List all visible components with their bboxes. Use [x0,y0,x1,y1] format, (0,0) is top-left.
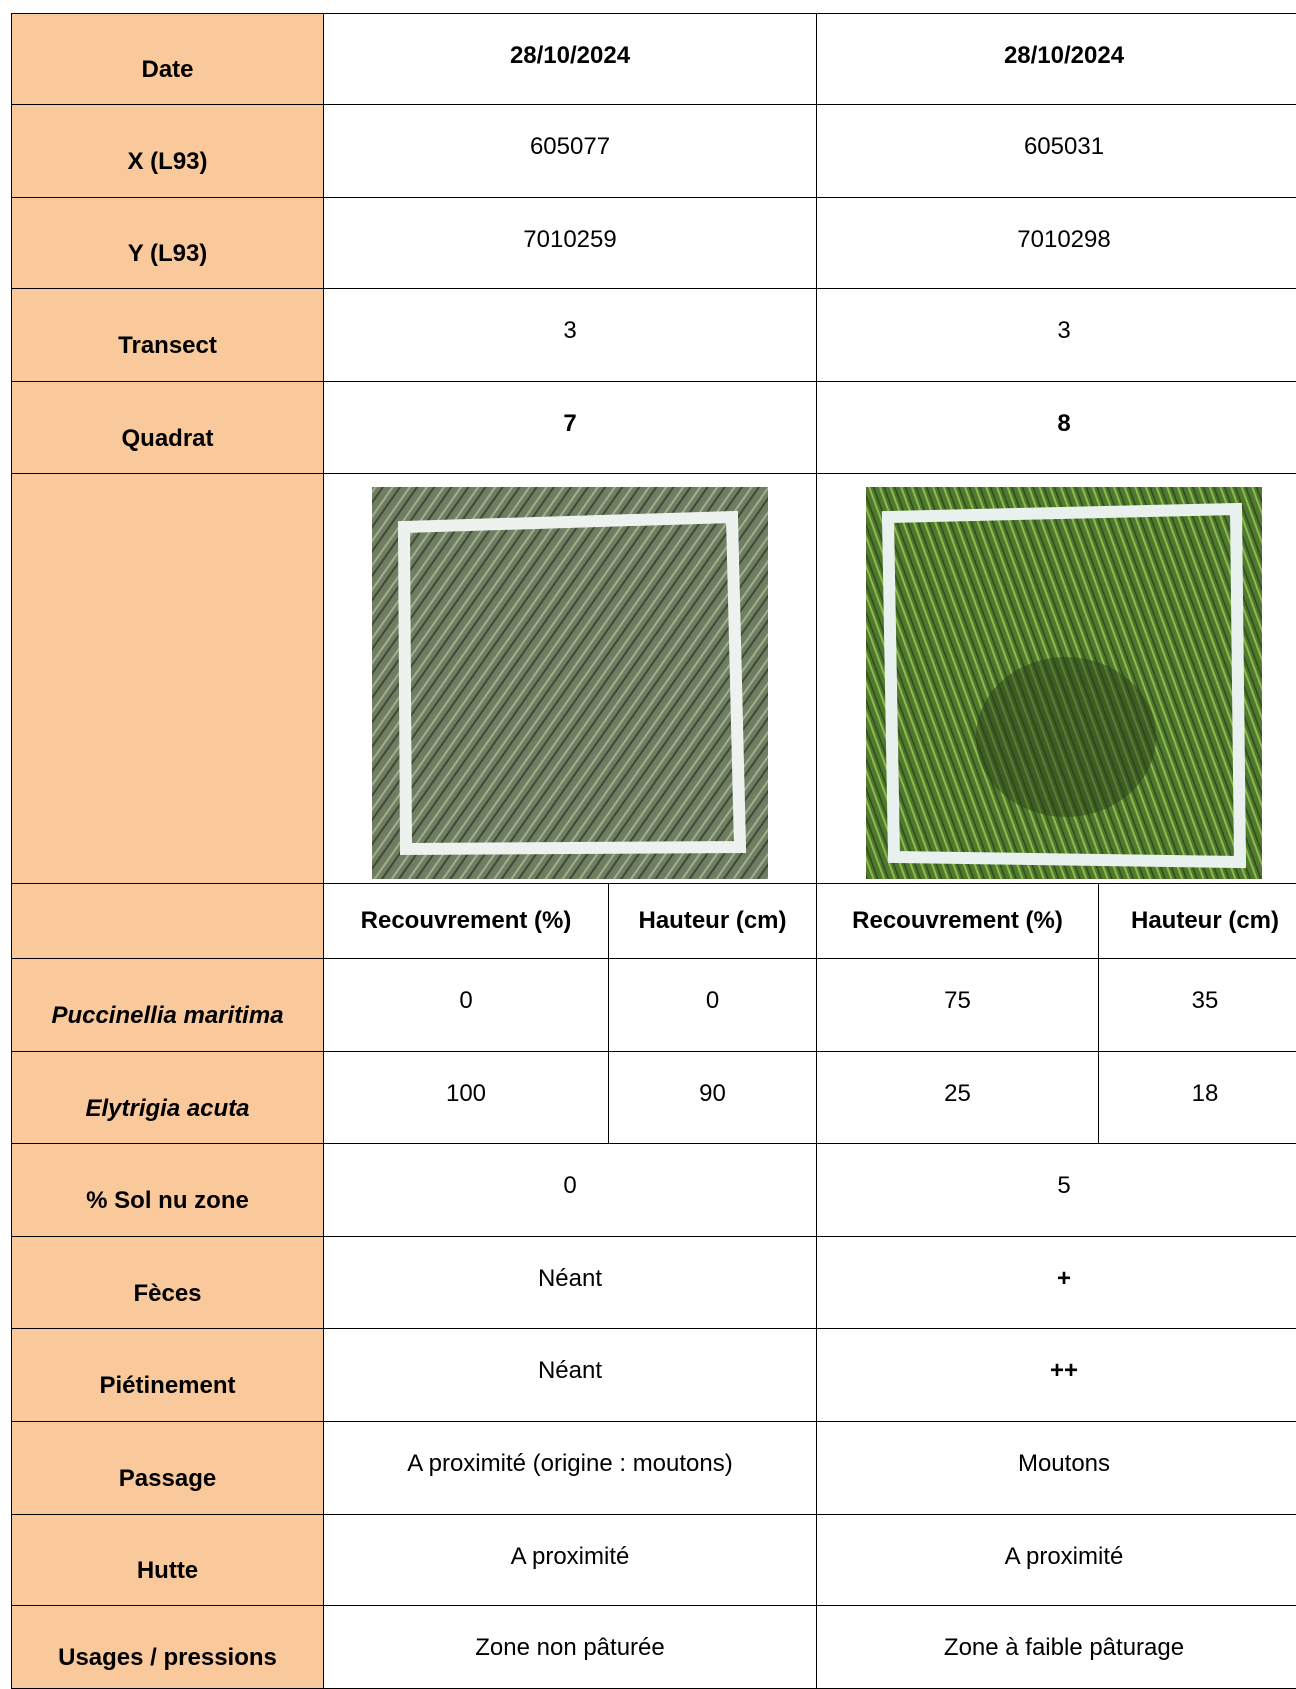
cell-value: 28/10/2024 [324,14,817,105]
cell-value: A proximité [817,1515,1296,1606]
row-label: Fèces [12,1237,324,1329]
row-label: Y (L93) [12,198,324,289]
cell-value: 0 [609,959,817,1052]
row-label: Hutte [12,1515,324,1606]
cell-value: Zone à faible pâturage [817,1606,1296,1689]
row-label: % Sol nu zone [12,1144,324,1237]
cell-value: 7 [324,382,817,474]
row-label: Usages / pressions [12,1606,324,1689]
cell-value: 605077 [324,105,817,198]
column-header: Recouvrement (%) [324,884,609,959]
row-label: Quadrat [12,382,324,474]
cell-value: 35 [1099,959,1296,1052]
cell-value: 3 [324,289,817,382]
cell-value: 8 [817,382,1296,474]
quadrat-photo [866,487,1262,879]
cell-value: 75 [817,959,1099,1052]
cell-value: Néant [324,1237,817,1329]
row-label: Passage [12,1422,324,1515]
column-header: Hauteur (cm) [609,884,817,959]
empty-label [12,474,324,884]
species-rows: Recouvrement (%)Hauteur (cm)Recouvrement… [12,884,1296,1144]
column-header: Hauteur (cm) [1099,884,1296,959]
cell-value: 5 [817,1144,1296,1237]
cell-value: 25 [817,1052,1099,1144]
photo-row [12,474,1296,884]
cell-value: A proximité [324,1515,817,1606]
row-label: Piétinement [12,1329,324,1422]
cell-value: 7010298 [817,198,1296,289]
cell-value: Néant [324,1329,817,1422]
cell-value: 0 [324,959,609,1052]
cell-value: A proximité (origine : moutons) [324,1422,817,1515]
cell-value: 605031 [817,105,1296,198]
cell-value: Moutons [817,1422,1296,1515]
species-name: Elytrigia acuta [12,1052,324,1144]
cell-value: 100 [324,1052,609,1144]
cell-value: 28/10/2024 [817,14,1296,105]
cell-value: ++ [817,1329,1296,1422]
row-label: X (L93) [12,105,324,198]
quadrat-photo [372,487,768,879]
column-header: Recouvrement (%) [817,884,1099,959]
empty-label [12,884,324,959]
cell-value: 18 [1099,1052,1296,1144]
cell-value: Zone non pâturée [324,1606,817,1689]
cell-value: + [817,1237,1296,1329]
row-label: Date [12,14,324,105]
photo-cell [817,474,1296,884]
species-name: Puccinellia maritima [12,959,324,1052]
cell-value: 7010259 [324,198,817,289]
row-label: Transect [12,289,324,382]
subheader-row: Recouvrement (%)Hauteur (cm)Recouvrement… [12,884,1296,959]
cell-value: 90 [609,1052,817,1144]
photo-cell [324,474,817,884]
cell-value: 0 [324,1144,817,1237]
cell-value: 3 [817,289,1296,382]
